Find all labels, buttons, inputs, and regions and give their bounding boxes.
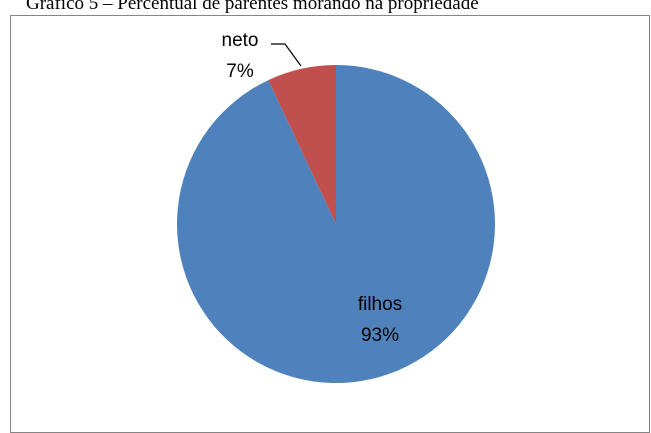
chart-title: Gráfico 5 – Percentual de parentes moran… (26, 0, 479, 14)
leader-line-neto (271, 43, 302, 67)
slice-percent-neto: 7% (226, 61, 254, 82)
slice-label-neto: neto (222, 30, 259, 51)
pie-slice-neto (268, 65, 336, 224)
slice-label-filhos: filhos (358, 294, 402, 315)
slice-percent-filhos: 93% (361, 325, 399, 346)
